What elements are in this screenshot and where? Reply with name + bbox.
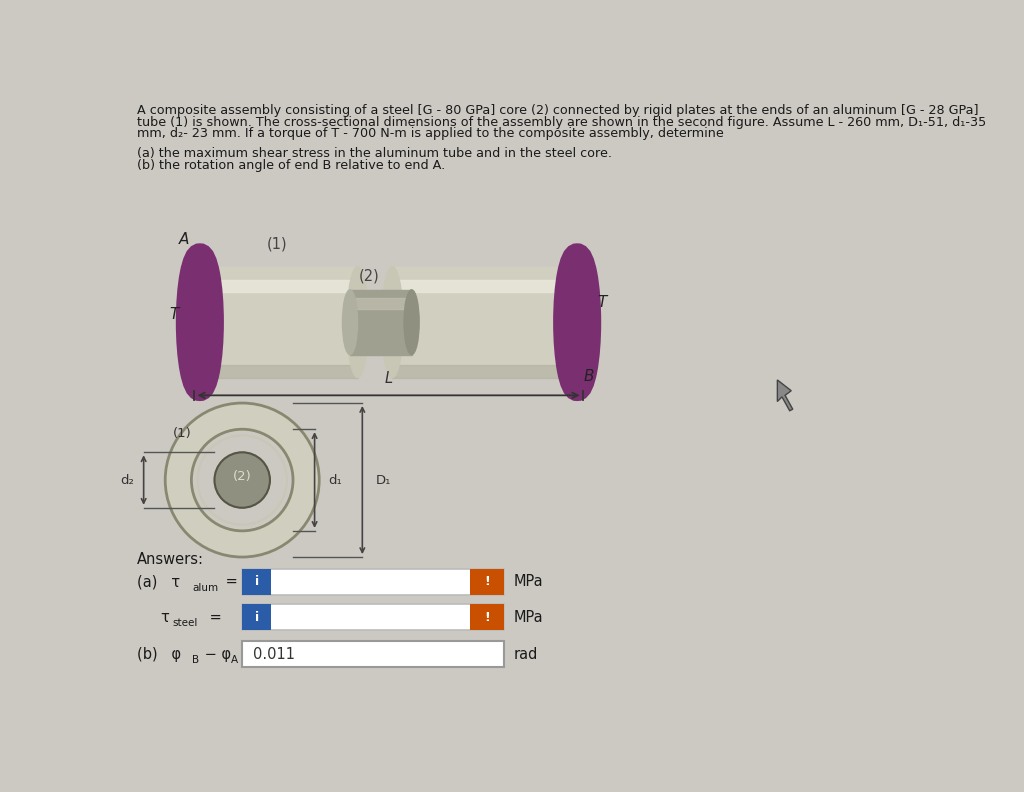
Ellipse shape	[194, 265, 206, 380]
Bar	[470, 604, 504, 630]
Text: Answers:: Answers:	[137, 552, 204, 567]
Text: A composite assembly consisting of a steel [G - 80 GPa] core (2) connected by ri: A composite assembly consisting of a ste…	[137, 105, 978, 117]
Bar	[578, 254, 588, 390]
Ellipse shape	[347, 267, 369, 378]
Text: τ: τ	[160, 610, 169, 625]
Text: B: B	[193, 655, 200, 665]
Ellipse shape	[570, 265, 584, 380]
Text: T: T	[170, 307, 179, 322]
Circle shape	[191, 429, 293, 531]
Bar	[189, 254, 200, 390]
Text: MPa: MPa	[513, 574, 543, 589]
Polygon shape	[777, 380, 793, 411]
Text: (b) the rotation angle of end B relative to end A.: (b) the rotation angle of end B relative…	[137, 159, 445, 172]
Text: (2): (2)	[232, 470, 252, 482]
Text: (2): (2)	[358, 268, 380, 284]
Bar	[350, 298, 412, 309]
Bar	[392, 267, 578, 378]
Text: =: =	[239, 646, 255, 661]
Text: A: A	[179, 232, 189, 247]
Text: i: i	[255, 611, 259, 623]
Text: d₂: d₂	[120, 474, 134, 486]
Bar	[470, 569, 504, 595]
Text: rad: rad	[513, 646, 538, 661]
Text: (b)   φ: (b) φ	[137, 646, 181, 661]
Text: B: B	[584, 368, 594, 383]
Ellipse shape	[577, 254, 600, 390]
Text: steel: steel	[172, 619, 198, 628]
Text: !: !	[484, 575, 489, 588]
Ellipse shape	[188, 254, 212, 390]
Bar	[200, 267, 357, 378]
Ellipse shape	[404, 290, 419, 355]
Circle shape	[165, 403, 319, 557]
Text: T: T	[597, 295, 606, 310]
Text: D₁: D₁	[376, 474, 391, 486]
Ellipse shape	[342, 290, 357, 355]
Text: mm, d₂- 23 mm. If a torque of T - 700 N-m is applied to the composite assembly, : mm, d₂- 23 mm. If a torque of T - 700 N-…	[137, 128, 724, 140]
Text: MPa: MPa	[513, 610, 543, 625]
Bar	[243, 604, 271, 630]
Text: A: A	[230, 655, 238, 665]
Bar	[243, 604, 504, 630]
Text: d₁: d₁	[329, 474, 342, 486]
Ellipse shape	[177, 254, 201, 390]
Bar	[392, 365, 578, 378]
Bar	[200, 280, 357, 291]
Text: tube (1) is shown. The cross-sectional dimensions of the assembly are shown in t: tube (1) is shown. The cross-sectional d…	[137, 116, 986, 129]
Text: 0.011: 0.011	[253, 646, 295, 661]
Ellipse shape	[565, 254, 589, 390]
Text: !: !	[484, 611, 489, 623]
Text: =: =	[221, 574, 239, 589]
Circle shape	[214, 452, 270, 508]
Bar	[392, 280, 578, 291]
Text: alum: alum	[193, 583, 218, 593]
Text: =: =	[205, 610, 222, 625]
Bar	[243, 641, 504, 667]
Text: i: i	[255, 575, 259, 588]
Text: − φ: − φ	[200, 646, 231, 661]
Text: L: L	[384, 371, 392, 386]
Text: (a) the maximum shear stress in the aluminum tube and in the steel core.: (a) the maximum shear stress in the alum…	[137, 147, 611, 161]
Text: (1): (1)	[173, 428, 191, 440]
Text: (1): (1)	[266, 236, 287, 251]
Ellipse shape	[382, 267, 403, 378]
Bar	[350, 290, 412, 355]
Bar	[243, 569, 504, 595]
Text: (a)   τ: (a) τ	[137, 574, 180, 589]
Bar	[243, 569, 271, 595]
Bar	[200, 365, 357, 378]
